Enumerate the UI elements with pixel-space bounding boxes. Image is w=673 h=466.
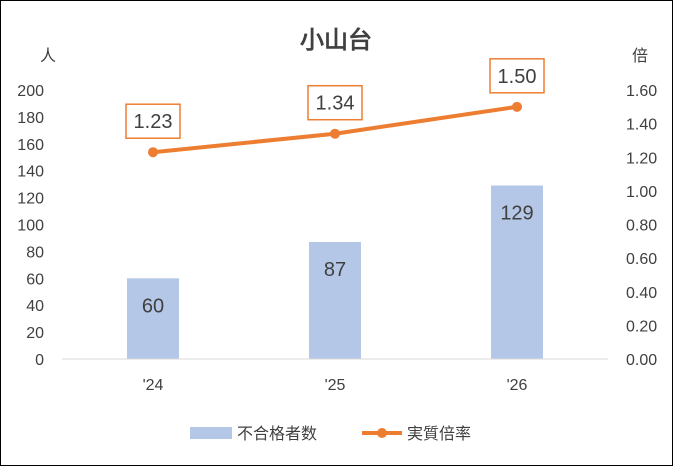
left-tick-label: 0 xyxy=(35,352,44,369)
bar xyxy=(309,241,361,359)
right-tick-label: 1.00 xyxy=(626,184,657,201)
left-tick-label: 180 xyxy=(17,110,44,127)
bar-series: 60 87 129 xyxy=(127,185,543,359)
right-tick-label: 0.60 xyxy=(626,251,657,268)
left-axis-ticks: 0 20 40 60 80 100 120 140 160 180 200 xyxy=(17,83,44,369)
line-marker xyxy=(512,101,522,112)
line-value-label: 1.50 xyxy=(498,66,537,88)
left-tick-label: 40 xyxy=(26,298,44,315)
line-value-label: 1.34 xyxy=(316,93,355,115)
line-label-box xyxy=(125,103,181,139)
right-tick-label: 1.20 xyxy=(626,150,657,167)
line-marker xyxy=(148,147,158,158)
left-tick-label: 160 xyxy=(17,137,44,154)
bar-value-label: 87 xyxy=(324,259,346,281)
right-axis-unit: 倍 xyxy=(632,46,648,65)
bar-value-label: 129 xyxy=(500,202,533,224)
x-axis-ticks: '24 '25 '26 xyxy=(143,377,528,394)
legend-line-label: 実質倍率 xyxy=(407,424,471,443)
bar xyxy=(491,185,543,359)
line-label-box xyxy=(307,84,363,121)
left-tick-label: 200 xyxy=(17,83,44,100)
left-axis-unit: 人 xyxy=(40,46,56,65)
right-tick-label: 1.40 xyxy=(626,117,657,134)
legend-bar-label: 不合格者数 xyxy=(237,424,317,443)
right-tick-label: 1.60 xyxy=(626,83,657,100)
x-tick-label: '26 xyxy=(507,377,528,394)
right-tick-label: 0.20 xyxy=(626,318,657,335)
legend-bar-swatch xyxy=(190,427,232,439)
left-tick-label: 60 xyxy=(26,271,44,288)
line-value-label: 1.23 xyxy=(134,111,173,133)
left-tick-label: 80 xyxy=(26,244,44,261)
x-tick-label: '24 xyxy=(143,377,164,394)
right-axis-ticks: 0.00 0.20 0.40 0.60 0.80 1.00 1.20 1.40 1.60 xyxy=(626,83,657,369)
right-tick-label: 0.00 xyxy=(626,352,657,369)
right-tick-label: 0.80 xyxy=(626,218,657,235)
x-tick-label: '25 xyxy=(325,377,346,394)
bar-value-label: 60 xyxy=(142,295,164,317)
line-marker xyxy=(330,128,340,139)
legend: 不合格者数 実質倍率 xyxy=(190,424,471,443)
left-tick-label: 100 xyxy=(17,218,44,235)
line-label-box xyxy=(489,58,545,94)
legend-line-marker xyxy=(377,428,387,438)
left-tick-label: 20 xyxy=(26,325,44,342)
line-series: 1.23 1.34 1.50 xyxy=(125,58,545,158)
chart-title: 小山台 xyxy=(300,26,372,54)
bar xyxy=(127,278,179,359)
left-tick-label: 120 xyxy=(17,191,44,208)
right-tick-label: 0.40 xyxy=(626,285,657,302)
left-tick-label: 140 xyxy=(17,164,44,181)
